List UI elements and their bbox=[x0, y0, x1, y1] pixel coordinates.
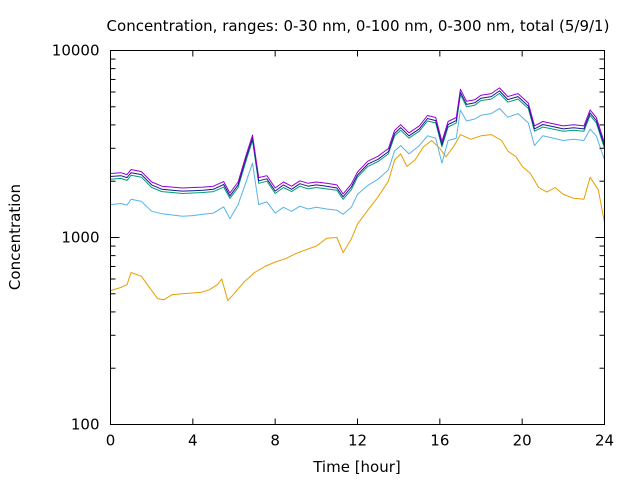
y-axis-label: Concentration bbox=[6, 184, 24, 290]
x-tick-label: 8 bbox=[270, 432, 280, 450]
y-tick-label: 10000 bbox=[52, 42, 100, 60]
series-line-1 bbox=[110, 134, 605, 302]
series-line-5 bbox=[110, 87, 605, 195]
x-tick-label: 0 bbox=[106, 432, 116, 450]
x-tick-label: 16 bbox=[430, 432, 449, 450]
chart-title: Concentration, ranges: 0-30 nm, 0-100 nm… bbox=[107, 17, 610, 35]
series-layer bbox=[110, 87, 605, 302]
x-tick-label: 4 bbox=[188, 432, 198, 450]
x-tick-label: 20 bbox=[513, 432, 532, 450]
series-line-3 bbox=[110, 92, 605, 200]
y-tick-label: 1000 bbox=[61, 229, 99, 247]
series-line-2 bbox=[110, 107, 605, 220]
x-tick-label: 12 bbox=[348, 432, 367, 450]
plot-frame bbox=[110, 50, 605, 425]
y-tick-label: 100 bbox=[71, 416, 100, 434]
series-line-4 bbox=[110, 90, 605, 198]
tick-layer: 0 4 8 12 16 20 24 100 1000 10000 bbox=[52, 42, 614, 450]
x-tick-label: 24 bbox=[595, 432, 614, 450]
x-axis-label: Time [hour] bbox=[312, 458, 401, 476]
